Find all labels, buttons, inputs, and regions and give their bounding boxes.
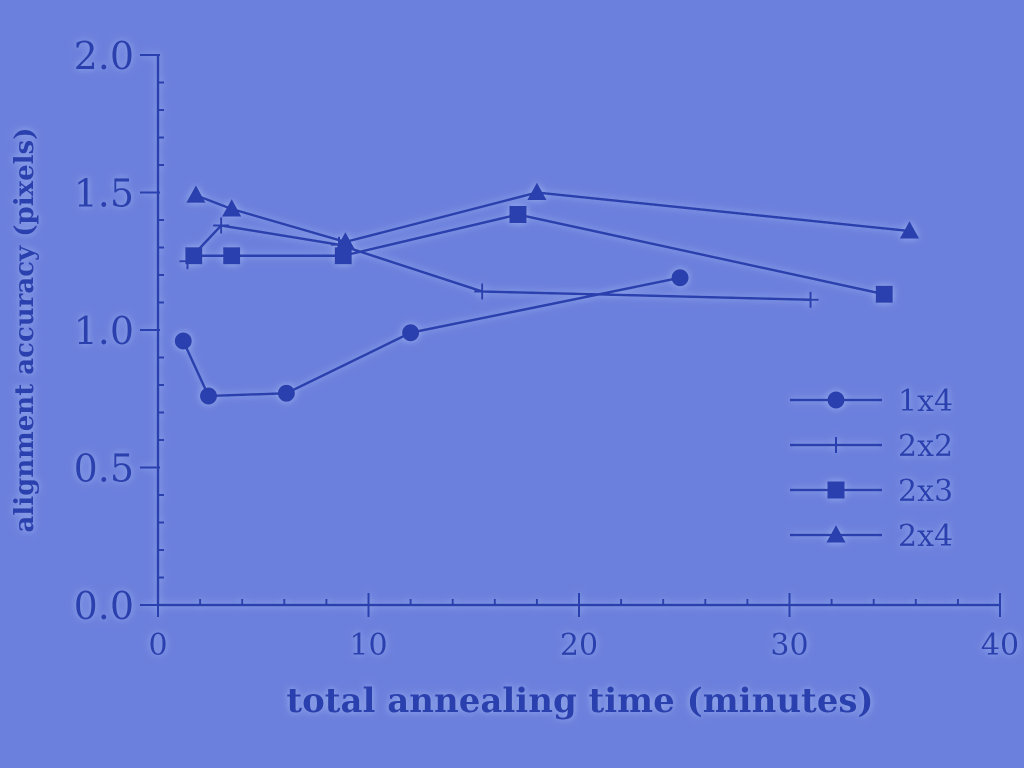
data-point-square [875,285,893,303]
x-tick-label: 20 [560,628,598,663]
y-axis-title: alignment accuracy (pixels) [10,128,40,533]
series-2x2 [179,217,819,308]
legend-label: 1x4 [898,384,953,419]
data-point-triangle [826,525,846,543]
data-point-triangle [335,232,355,250]
series-line-2x4 [195,191,910,244]
data-point-circle [402,324,420,342]
series-group [174,182,920,405]
x-axis-title: total annealing time (minutes) [286,681,873,721]
legend-entry-1x4: 1x4 [790,384,953,419]
data-point-plus [802,291,819,308]
series-1x4 [174,269,689,405]
data-point-square [334,247,352,265]
axis-ticks: 0.0 0.5 1.0 1.5 2.0 0 10 20 30 40 [74,34,1020,663]
data-point-square [185,247,203,265]
y-tick-label: 0.5 [74,447,134,491]
data-point-triangle [899,221,920,239]
y-tick-label: 2.0 [74,34,134,78]
data-point-square [223,247,241,265]
data-point-square [509,206,527,223]
data-point-triangle [186,185,206,203]
legend-entry-2x3: 2x3 [790,474,953,509]
series-line-2x2 [186,224,811,301]
y-tick-label: 1.0 [74,309,134,353]
data-point-circle [671,269,689,287]
data-point-square [827,481,845,499]
series-line-2x3 [193,213,885,296]
legend-label: 2x4 [898,519,953,554]
data-point-triangle [222,199,242,217]
legend-entry-2x2: 2x2 [790,429,953,464]
series-2x4 [186,182,920,250]
data-point-circle [174,332,192,350]
x-tick-label: 0 [148,628,167,663]
y-tick-label: 0.0 [74,584,134,628]
legend-label: 2x3 [898,474,953,509]
data-point-triangle [527,182,547,201]
data-point-circle [827,391,845,409]
series-2x3 [185,206,893,303]
data-point-circle [200,387,218,405]
legend: 1x4 2x2 2x3 2x4 [790,384,953,554]
y-tick-label: 1.5 [74,172,134,216]
legend-label: 2x2 [898,429,953,464]
data-point-plus [828,437,844,453]
x-tick-label: 40 [981,628,1019,663]
data-point-plus [213,217,230,234]
x-tick-label: 10 [349,628,387,663]
data-point-circle [277,384,295,402]
data-point-plus [474,283,491,300]
x-tick-label: 30 [770,628,808,663]
legend-entry-2x4: 2x4 [790,519,953,554]
